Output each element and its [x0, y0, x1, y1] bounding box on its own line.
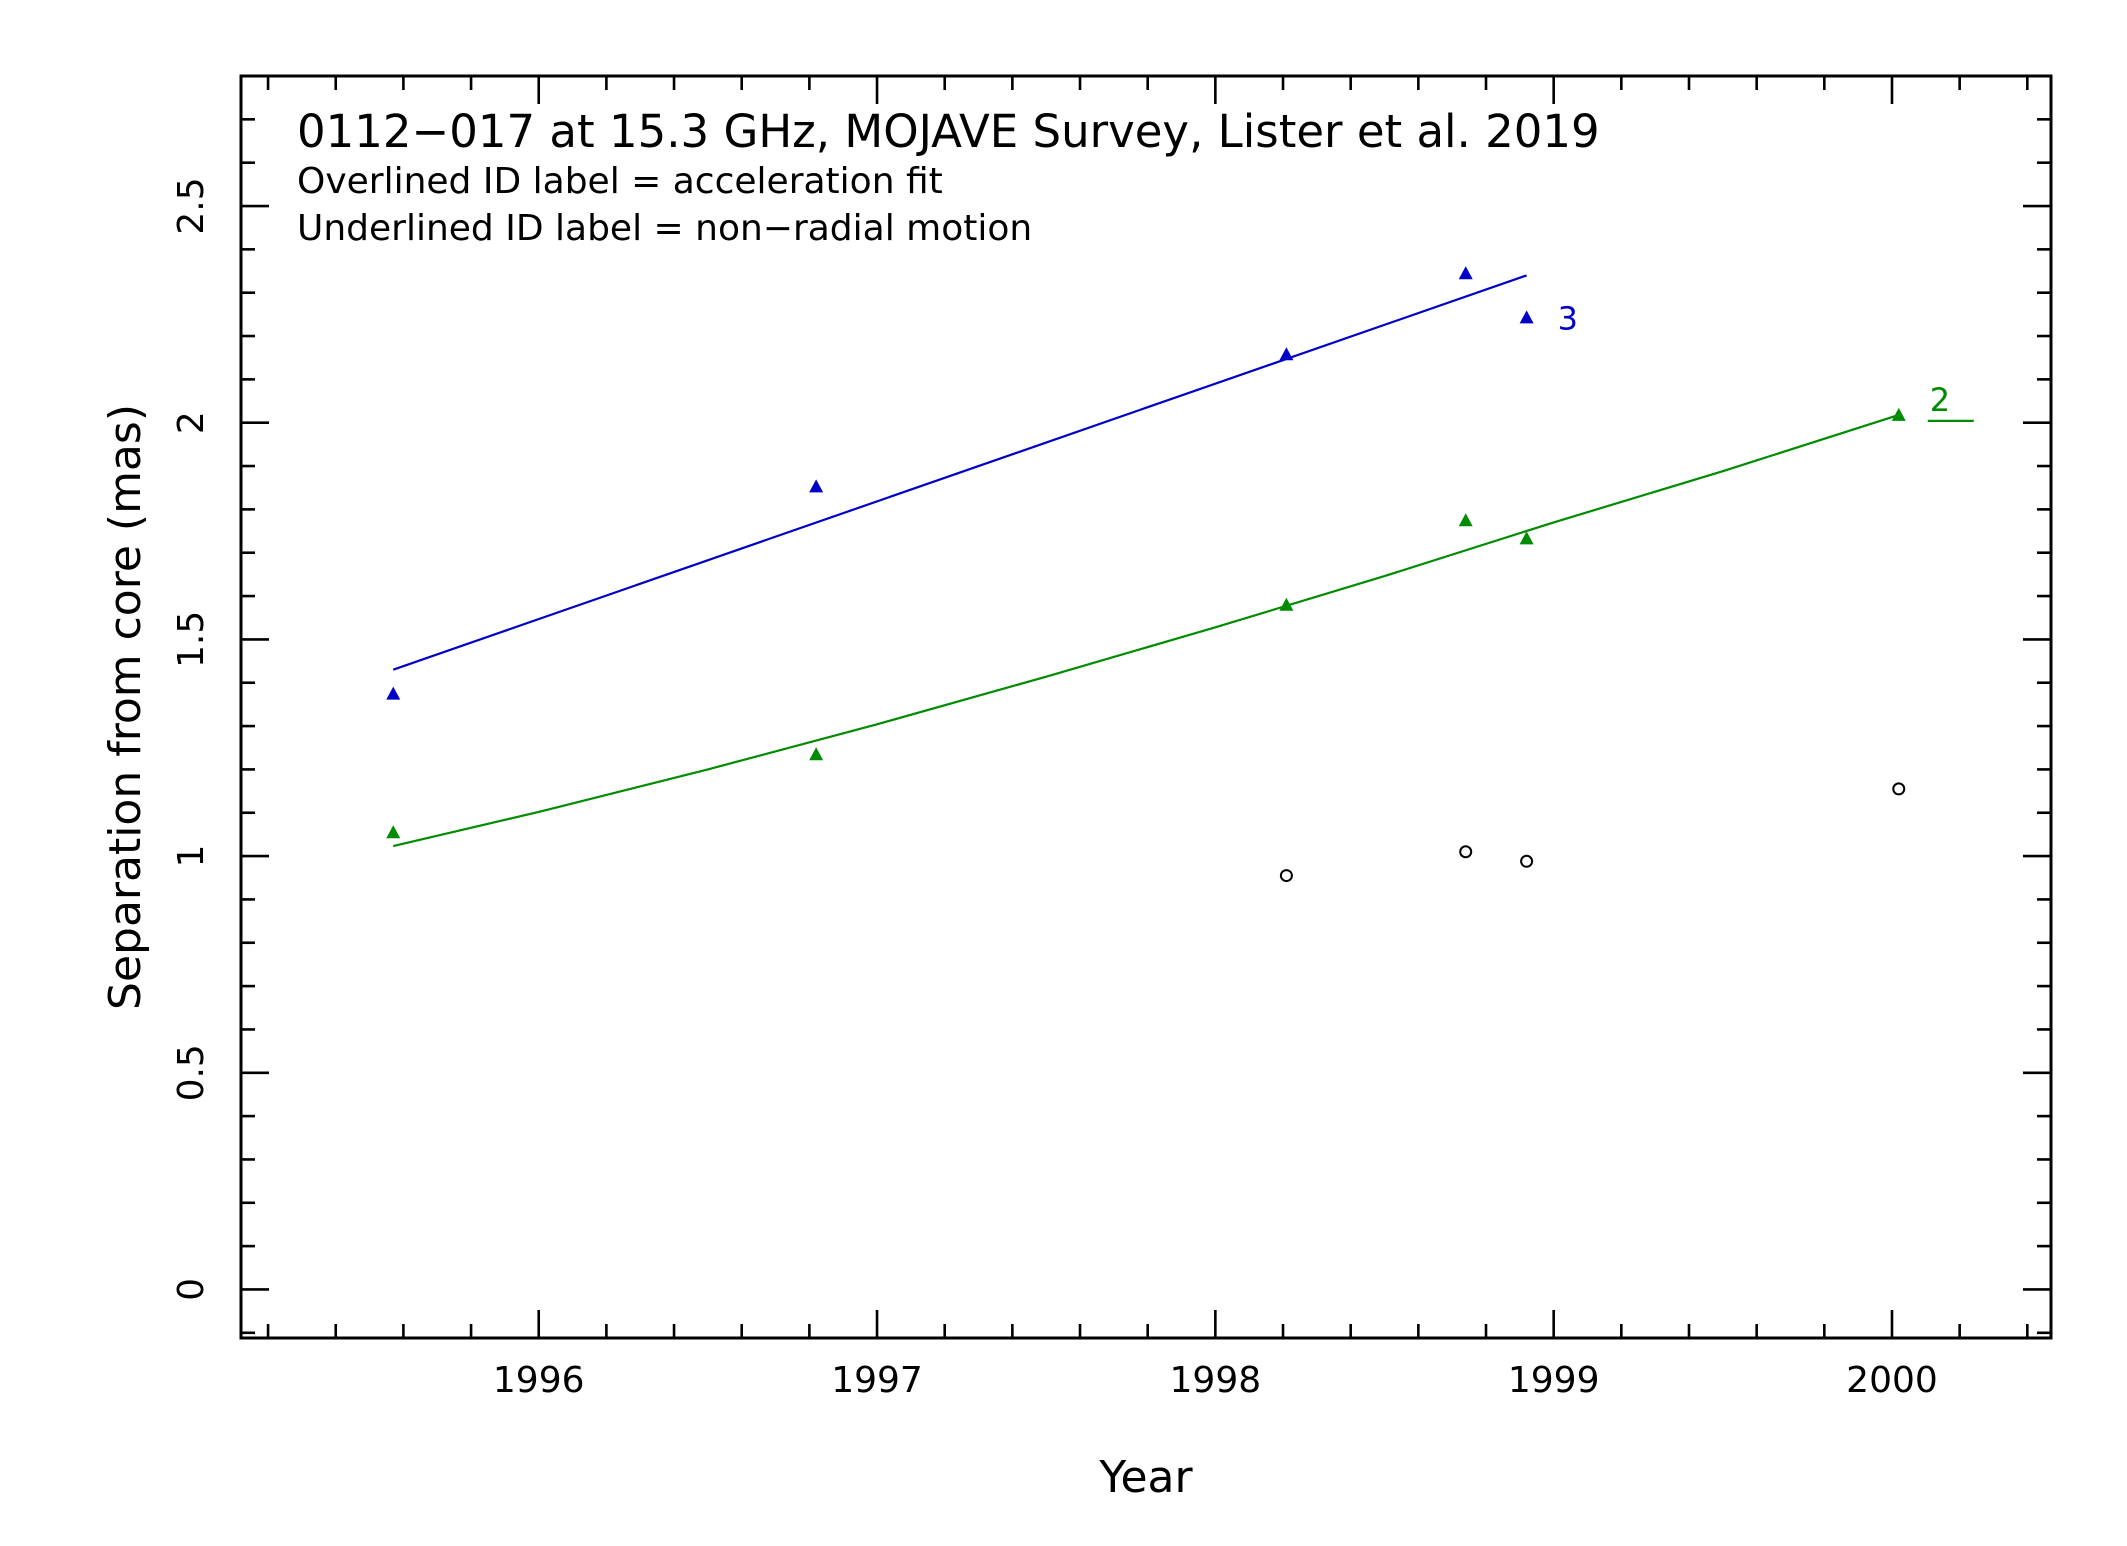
annotation-title: 0112−017 at 15.3 GHz, MOJAVE Survey, Lis…: [297, 105, 1600, 158]
x-tick-label-1998: 1998: [1170, 1360, 1262, 1401]
y-tick-label-1.5: 1.5: [171, 611, 212, 668]
plot-frame: [239, 74, 2053, 1340]
y-axis-title: Separation from core (mas): [100, 404, 151, 1010]
x-axis-title: Year: [1098, 1452, 1193, 1503]
x-tick-label-1996: 1996: [493, 1360, 585, 1401]
series-id-label-2: 2: [1930, 381, 1950, 419]
data-point-series-ring2-0: [1279, 869, 1293, 883]
series-id-label-3: 3: [1558, 299, 1578, 337]
axis-tick-labels: 1996 1997 1998 1999 2000 0 0.5 1 1.5 2 2.5: [171, 177, 1938, 1401]
data-point-series-3-4: [1519, 310, 1534, 324]
axis-ticks: [241, 76, 2051, 1338]
fit-line-series-2: [392, 413, 1900, 848]
data-point-series-2-0: [386, 825, 401, 839]
data-point-series-ring2-3: [1892, 782, 1906, 796]
annotation-underline-note: Underlined ID label = non−radial motion: [297, 208, 1032, 249]
fit-line-series-3: [392, 274, 1527, 671]
data-point-series-3-2: [1279, 347, 1294, 361]
data-point-series-2-2: [1279, 597, 1294, 611]
data-points: [386, 266, 1906, 883]
series-labels: 32: [1558, 299, 1974, 423]
data-point-series-2-5: [1891, 407, 1906, 421]
data-point-series-ring2-2: [1520, 854, 1534, 868]
data-point-series-2-4: [1519, 531, 1534, 545]
x-tick-label-1999: 1999: [1508, 1360, 1600, 1401]
fit-lines: [392, 274, 1900, 848]
data-point-series-3-3: [1458, 266, 1473, 280]
y-tick-label-2.5: 2.5: [171, 177, 212, 234]
data-point-series-ring2-1: [1459, 845, 1473, 859]
annotation-overline-note: Overlined ID label = acceleration fit: [297, 161, 943, 202]
data-point-series-2-1: [809, 747, 824, 761]
x-tick-label-1997: 1997: [831, 1360, 923, 1401]
data-point-series-3-0: [386, 686, 401, 700]
y-tick-label-2: 2: [171, 411, 212, 434]
data-point-series-3-1: [809, 479, 824, 493]
x-tick-label-2000: 2000: [1846, 1360, 1938, 1401]
y-tick-label-1: 1: [171, 845, 212, 868]
data-point-series-2-3: [1458, 513, 1473, 527]
y-tick-label-0: 0: [171, 1278, 212, 1301]
y-tick-label-0.5: 0.5: [171, 1044, 212, 1101]
